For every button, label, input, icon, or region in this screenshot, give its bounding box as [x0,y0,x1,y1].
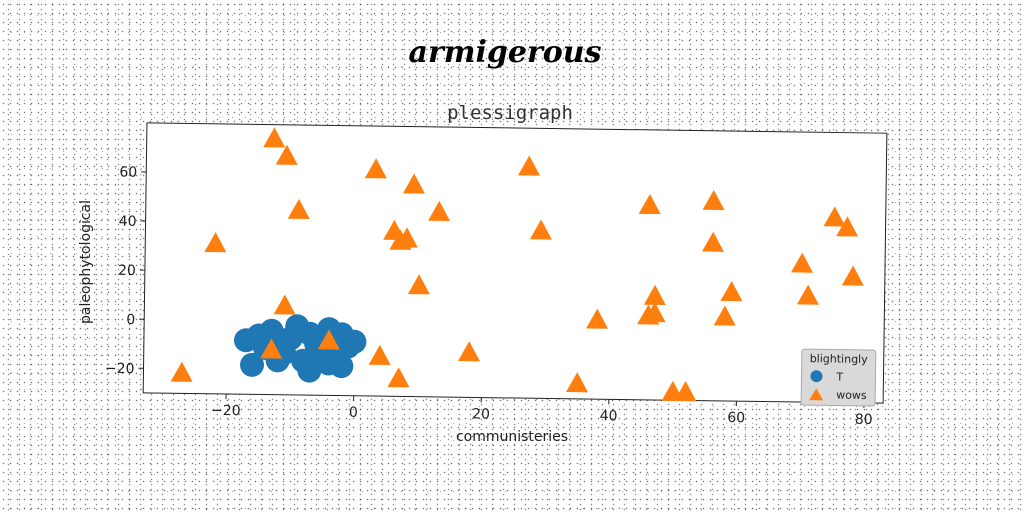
point-t [316,351,341,376]
x-tick-label: −20 [211,403,241,419]
point-wows [263,127,286,148]
point-wows [713,305,736,326]
legend-title: blightingly [810,352,869,366]
legend-label-t: T [835,370,843,383]
x-ticks: −20 0 20 40 60 80 [211,393,873,428]
x-tick-label: 20 [472,406,490,422]
point-wows [275,144,298,165]
y-tick-label: −20 [105,361,135,377]
y-tick-label: 40 [119,214,137,230]
point-wows [287,198,310,220]
legend-box [800,348,877,407]
point-wows [364,158,387,179]
point-t [240,352,265,377]
legend: blightingly T wows [800,348,877,407]
y-tick-label: 20 [118,263,136,279]
data-points [170,127,864,402]
point-wows [823,206,846,227]
point-t [342,329,367,354]
point-wows [387,367,410,388]
point-wows [260,338,283,359]
point-wows [368,344,391,366]
x-tick-label: 0 [349,405,358,421]
point-wows [529,219,552,240]
plot-area-group: −20 0 20 40 60 80 −20 0 20 40 60 blightingly T wo… [105,122,888,428]
point-wows [566,372,589,393]
point-wows [701,231,724,252]
point-wows [204,232,227,253]
point-wows [638,193,661,215]
point-wows [643,302,666,323]
point-wows [428,200,451,222]
point-wows [790,252,813,273]
point-wows [702,189,725,211]
point-wows [674,381,697,402]
point-wows [518,155,541,176]
point-wows [317,329,340,350]
x-tick-label: 80 [855,412,873,428]
point-t [297,358,322,383]
legend-marker-wows [809,388,824,401]
point-wows [643,284,666,306]
point-wows [841,265,864,286]
point-wows [395,227,418,248]
x-tick-label: 60 [727,410,745,426]
point-wows [402,173,425,194]
x-axis-label: communisteries [456,429,568,445]
legend-marker-t [810,370,823,383]
point-wows [586,308,609,329]
legend-label-wows: wows [836,389,867,402]
y-tick-label: 0 [126,312,135,328]
point-wows [720,281,743,302]
point-wows [796,284,819,305]
chart-subtitle: plessigraph [447,102,573,124]
y-ticks: −20 0 20 40 60 [105,165,147,377]
point-wows [170,361,193,382]
chart-title: armigerous [409,35,602,70]
point-wows [457,341,480,362]
point-wows [836,216,859,237]
point-wows [273,294,296,315]
point-wows [407,274,430,295]
x-tick-label: 40 [600,408,618,424]
y-tick-label: 60 [119,165,137,181]
y-axis-label: paleophytological [78,200,94,324]
